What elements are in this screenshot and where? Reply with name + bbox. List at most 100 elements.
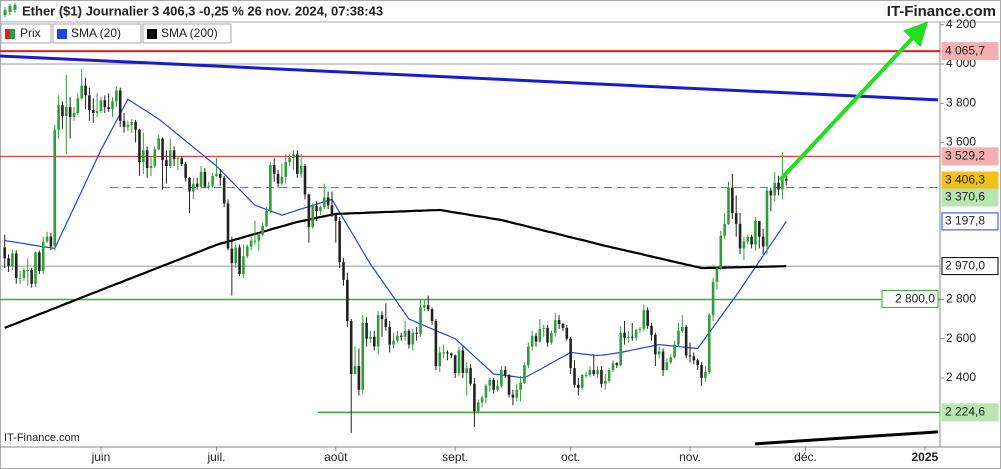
candle-body — [172, 150, 176, 160]
y-tick-label: 2 600 — [946, 331, 976, 345]
candle-body — [14, 253, 18, 278]
candle-body — [727, 187, 730, 224]
legend: Prix SMA (20) SMA (200) — [0, 23, 232, 44]
candle-body — [661, 351, 665, 371]
candle-body — [276, 173, 280, 184]
candle-body — [484, 385, 488, 398]
candle-body — [334, 215, 338, 221]
candle-body — [399, 335, 403, 337]
candle-body — [288, 158, 291, 163]
x-tick-label: juil. — [206, 450, 225, 464]
candle-body — [758, 220, 761, 237]
candle-body — [226, 203, 230, 249]
candle-body — [161, 138, 164, 161]
candle-body — [542, 327, 545, 329]
candle-body — [138, 129, 141, 163]
candle-body — [638, 328, 642, 330]
candle-body — [192, 183, 195, 192]
x-tick-label: sept. — [442, 450, 468, 464]
candle-body — [230, 248, 234, 264]
candle-body — [754, 220, 757, 245]
candle-body — [242, 256, 245, 274]
candle-body — [773, 182, 776, 196]
candle-body — [353, 366, 357, 375]
candle-body — [723, 223, 726, 236]
candle-body — [388, 326, 391, 345]
candle-body — [357, 366, 361, 390]
candle-body — [80, 85, 83, 99]
candle-body — [122, 120, 126, 127]
x-tick-label: août — [324, 450, 348, 464]
candle-body — [480, 397, 484, 403]
legend-item-box — [142, 23, 232, 44]
candle-body — [615, 363, 619, 366]
candle-body — [284, 162, 288, 177]
value-label-box — [941, 42, 999, 61]
candle-body — [677, 330, 680, 345]
candle-body — [84, 85, 87, 96]
candle-body — [157, 138, 160, 150]
candle-body — [215, 173, 218, 176]
candle-body — [207, 185, 211, 187]
candle-body — [257, 234, 261, 241]
candle-body — [561, 323, 565, 328]
candle-body — [557, 320, 561, 324]
candle-body — [238, 247, 241, 274]
candle-body — [500, 370, 503, 386]
candle-body — [419, 307, 422, 334]
candle-body — [76, 98, 80, 114]
legend-swatch — [10, 29, 15, 39]
candle-body — [211, 175, 214, 186]
y-tick-label: 4 200 — [946, 17, 976, 31]
trend-arrow — [778, 21, 929, 182]
candle-body — [573, 368, 576, 385]
candle-body — [65, 107, 68, 116]
candle-body — [684, 326, 688, 356]
candle-body — [219, 173, 222, 178]
y-tick-label: 3 800 — [946, 95, 976, 109]
candle-body — [199, 171, 203, 187]
value-label: 2 970,0 — [945, 258, 985, 272]
candle-body — [476, 402, 480, 412]
candle-body — [195, 183, 199, 187]
candle-body — [72, 113, 76, 117]
legend-label: Prix — [20, 26, 41, 40]
candle-body — [111, 101, 114, 110]
candle-body — [692, 356, 696, 361]
candle-body — [88, 95, 91, 111]
value-label: 3 370,6 — [945, 190, 985, 204]
candle-body — [153, 149, 157, 167]
value-label: 3 197,8 — [945, 214, 985, 228]
level-label: 2 800,0 — [895, 292, 935, 306]
candle-body — [442, 352, 445, 354]
legend-swatch — [147, 29, 157, 39]
candle-body — [611, 363, 615, 371]
candle-body — [488, 379, 492, 386]
candle-body — [577, 384, 580, 388]
candle-body — [511, 394, 515, 398]
candle-body — [438, 352, 442, 367]
candle-body — [411, 332, 415, 345]
candle-body — [7, 258, 10, 267]
y-tick-label: 3 600 — [946, 135, 976, 149]
candle-body — [319, 207, 322, 212]
candle-body — [126, 124, 130, 127]
candle-body — [550, 332, 553, 343]
candle-body — [292, 154, 295, 159]
candle-body — [118, 90, 122, 121]
legend-item-box — [52, 23, 142, 44]
candle-body — [450, 353, 453, 356]
candle-body — [553, 320, 557, 333]
candle-body — [634, 329, 638, 338]
watermark: IT-Finance.com — [4, 432, 80, 444]
value-label-box — [941, 257, 999, 276]
candle-body — [145, 150, 149, 168]
candle-body — [592, 370, 596, 375]
candle-body — [311, 206, 314, 227]
candle-body — [53, 129, 57, 247]
candle-body — [507, 374, 511, 395]
candle-body — [734, 213, 738, 224]
candle-body — [746, 236, 750, 242]
